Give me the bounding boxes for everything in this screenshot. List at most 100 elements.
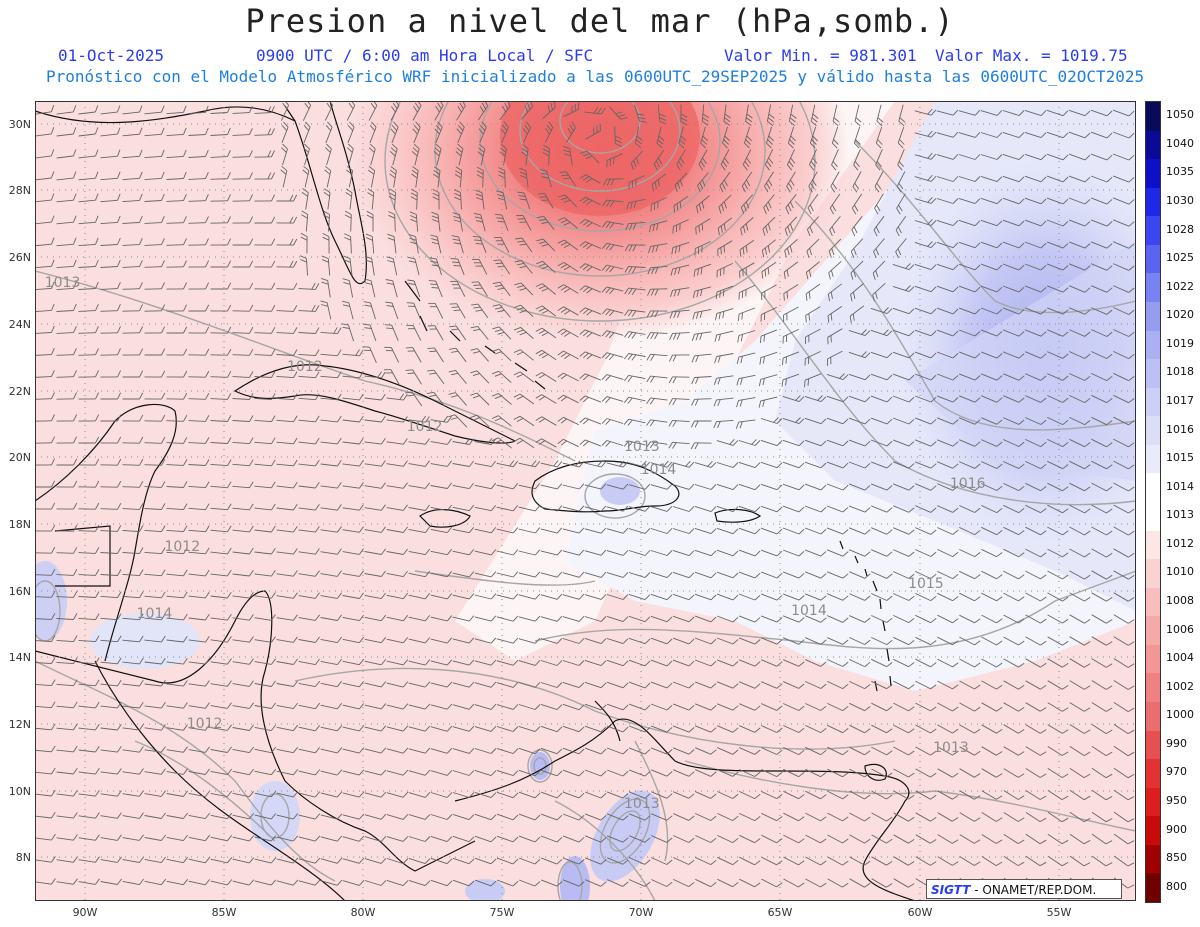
wind-barb-flag [807,378,810,386]
wind-barb-flag [1106,353,1113,359]
wind-barb-flag [481,121,487,128]
wind-barb-flag [249,348,254,356]
wind-barb [1069,746,1085,756]
wind-barb-flag [973,839,981,844]
wind-barb-flag [622,594,629,600]
wind-barb-flag [452,212,460,216]
wind-barb-flag [1084,508,1091,514]
wind-barb [743,126,751,144]
wind-barb-flag [227,768,232,775]
wind-barb [35,859,52,863]
wind-barb [981,702,997,712]
wind-barb-flag [417,101,422,106]
wind-barb [342,792,360,798]
wind-barb [852,171,862,187]
wind-barb-flag [139,746,144,753]
wind-barb [386,441,404,445]
wind-barb-flag [678,160,683,168]
wind-barb-flag [495,284,503,287]
wind-barb [540,572,558,578]
wind-barb-flag [644,881,651,887]
wind-barb-flag [541,309,549,314]
wind-barb [522,215,532,231]
wind-barb-flag [1018,729,1025,734]
forecast-info: Pronóstico con el Modelo Atmosférico WRF… [46,67,1145,86]
wind-barb-flag [764,247,768,255]
wind-barb [144,683,162,687]
wind-barb [1091,658,1107,668]
wind-barb-flag [468,504,475,511]
wind-barb-flag [560,219,568,224]
wind-barb-flag [1128,597,1135,602]
wind-barb-flag [362,346,370,348]
wind-barb [937,658,953,668]
wind-barb [437,170,441,188]
wind-barb-flag [512,460,519,467]
wind-barb-flag [249,746,254,753]
wind-barb [474,572,492,578]
wind-barb-flag [930,396,937,403]
wind-barb [210,529,228,533]
wind-barb-flag [732,462,739,468]
wind-barb-flag [1040,154,1047,161]
wind-barb [496,594,514,600]
wind-barb-flag [451,372,459,376]
wind-barb-flag [930,640,937,646]
wind-barb [1025,768,1041,778]
wind-barb-flag [864,860,871,866]
wind-barb [1068,131,1086,139]
wind-barb-flag [380,747,387,754]
wind-barb [166,880,184,886]
wind-barb-flag [1106,530,1113,536]
wind-barb [980,285,998,293]
wind-barb-flag [776,595,783,601]
wind-barb-flag [1018,574,1025,580]
wind-barb-flag [227,260,232,268]
wind-barb [849,746,865,756]
wind-barb [342,880,360,886]
wind-barb-flag [314,725,321,732]
wind-barb [306,258,308,276]
wind-barb [829,193,841,209]
wind-barb-flag [723,139,729,145]
wind-barb-flag [583,308,589,315]
wind-barb-flag [1040,441,1047,447]
wind-barb [474,813,492,821]
wind-barb [1047,592,1063,602]
wind-barb [672,725,690,733]
wind-barb-flag [343,281,351,285]
wind-barb-flag [1018,353,1025,359]
wind-barb-flag [94,127,99,135]
wind-barb [695,747,711,755]
wind-barb-flag [117,723,122,731]
wind-barb-flag [429,372,437,375]
wind-barb [826,395,844,403]
wind-barb [761,856,777,866]
wind-barb-flag [73,878,78,885]
wind-barb-flag [1127,663,1135,668]
wind-barb-flag [424,836,431,842]
wind-barb-flag [952,176,959,182]
wind-barb [738,637,756,645]
wind-barb-flag [1084,375,1091,381]
wind-barb [276,397,294,401]
wind-barb-flag [699,182,704,190]
wind-barb-flag [205,105,209,113]
wind-barb-flag [974,640,981,646]
wind-barb-flag [631,354,637,361]
wind-barb [166,178,184,180]
lat-label-30n: 30N [8,118,31,131]
wind-barb [698,149,708,165]
colorbar-segment [1146,844,1160,874]
wind-barb-flag [996,353,1003,359]
wind-barb [672,593,690,601]
wind-barb-flag [387,260,395,263]
wind-barb [981,548,997,558]
wind-barb-flag [471,281,479,283]
wind-barb-flag [1084,464,1091,470]
wind-barb-flag [490,836,497,843]
wind-barb [584,506,602,512]
wind-barb [166,111,184,115]
wind-barb-flag [876,161,882,168]
wind-barb [1047,855,1063,867]
